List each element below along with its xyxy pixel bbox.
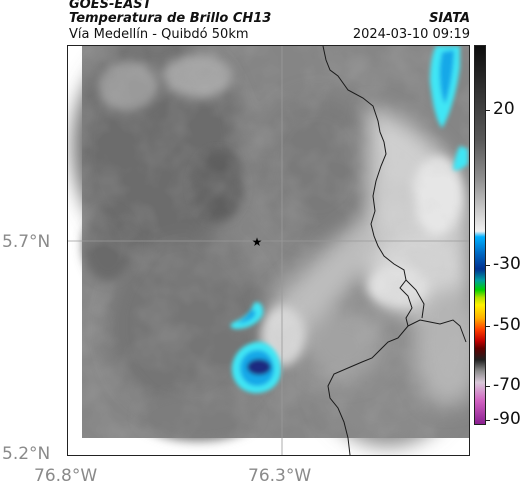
lat-tick-label: 5.2°N [2, 444, 51, 464]
colorbar-tick [486, 326, 490, 327]
colorbar-tick [486, 386, 490, 387]
lon-tick-label: 76.3°W [248, 466, 312, 486]
star-icon: ★ [252, 235, 263, 249]
product-title: Temperatura de Brillo CH13 [69, 11, 272, 26]
cold-cloud-tops [230, 46, 468, 394]
colorbar-tick [486, 420, 490, 421]
colorbar-tick [486, 265, 490, 266]
colorbar-label: -30 [493, 254, 521, 274]
timestamp: 2024-03-10 09:19 [352, 27, 470, 42]
colorbar-label: -70 [493, 375, 521, 395]
colorbar-label: -50 [493, 315, 521, 335]
agency-label: SIATA [429, 11, 470, 26]
colorbar-label: -90 [493, 409, 521, 429]
satellite-map[interactable]: ★ [67, 45, 470, 456]
colorbar [474, 45, 486, 425]
lon-tick-label: 76.8°W [34, 466, 98, 486]
colorbar-label: 20 [493, 99, 515, 119]
department-borders [322, 46, 467, 455]
colorbar-tick [486, 110, 490, 111]
region-label: Vía Medellín - Quibdó 50km [69, 27, 249, 42]
lat-tick-label: 5.7°N [2, 232, 51, 252]
satellite-name: GOES-EAST [69, 0, 152, 12]
map-image: ★ [68, 46, 469, 455]
